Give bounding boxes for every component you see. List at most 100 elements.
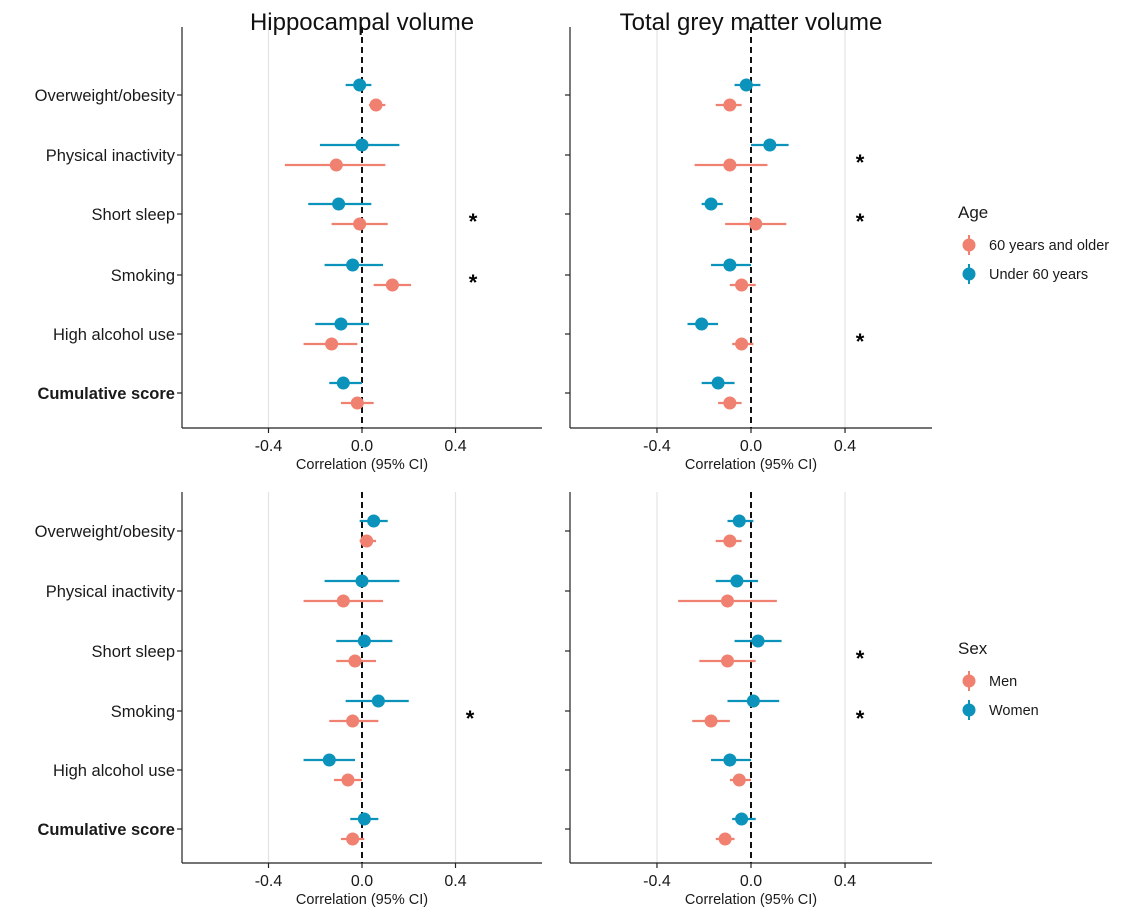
legend-item-label: 60 years and older [989,238,1109,254]
panel-1: -0.4 0.0 0.4 Correlation (95% CI) Hippocampa… [35,9,542,473]
category-label: Overweight/obesity [35,523,176,541]
point-estimate [735,812,749,826]
point-estimate [369,98,383,112]
point-estimate [332,197,346,211]
category-label: Physical inactivity [46,583,176,601]
point-estimate [720,594,734,608]
point-estimate [355,574,369,588]
point-estimate [367,514,381,528]
legend-item-label: Men [989,674,1017,690]
point-estimate [336,376,350,390]
significance-star: * [469,270,478,295]
point-estimate [704,197,718,211]
point-estimate [322,753,336,767]
significance-star: * [856,646,865,671]
point-estimate [711,376,725,390]
point-estimate [723,534,737,548]
point-estimate [357,634,371,648]
legend-item-label: Women [989,703,1039,719]
point-estimate [346,258,360,272]
x-tick-label: -0.4 [255,873,283,890]
point-estimate [730,574,744,588]
point-estimate [355,138,369,152]
x-tick-label: 0.4 [834,438,856,455]
point-estimate [350,396,364,410]
legend-key-dot [962,703,976,717]
x-axis-title: Correlation (95% CI) [296,457,428,473]
point-estimate [334,317,348,331]
x-axis-title: Correlation (95% CI) [296,892,428,908]
x-tick-label: 0.0 [740,873,762,890]
point-estimate [353,78,367,92]
point-estimate [360,534,374,548]
point-estimate [723,158,737,172]
x-tick-label: -0.4 [255,438,283,455]
significance-star: * [466,706,475,731]
x-tick-label: 0.4 [444,873,466,890]
point-estimate [718,832,732,846]
point-estimate [723,258,737,272]
point-estimate [704,714,718,728]
point-estimate [735,337,749,351]
point-estimate [325,337,339,351]
point-estimate [371,694,385,708]
category-label: Cumulative score [37,385,175,403]
significance-star: * [856,209,865,234]
point-estimate [732,773,746,787]
significance-star: * [856,329,865,354]
point-estimate [735,278,749,292]
panel-2: -0.4 0.0 0.4 Correlation (95% CI) Total grey… [565,9,932,473]
x-axis-title: Correlation (95% CI) [685,457,817,473]
point-estimate [348,654,362,668]
x-tick-label: -0.4 [643,438,671,455]
point-estimate [746,694,760,708]
category-label: Short sleep [92,206,175,224]
point-estimate [346,714,360,728]
category-label: Short sleep [92,643,175,661]
legend-title: Sex [958,639,988,658]
point-estimate [353,217,367,231]
panel-3: -0.4 0.0 0.4 Correlation (95% CI) Overweight… [35,492,542,908]
significance-star: * [856,706,865,731]
legend-item-label: Under 60 years [989,267,1088,283]
point-estimate [732,514,746,528]
point-estimate [723,753,737,767]
category-label: High alcohol use [53,762,175,780]
panel-4: -0.4 0.0 0.4 Correlation (95% CI) * * [565,492,932,908]
x-tick-label: 0.4 [444,438,466,455]
significance-star: * [856,150,865,175]
point-estimate [763,138,777,152]
point-estimate [341,773,355,787]
x-tick-label: 0.0 [351,873,373,890]
point-estimate [739,78,753,92]
point-estimate [336,594,350,608]
point-estimate [749,217,763,231]
category-label: Cumulative score [37,821,175,839]
point-estimate [723,98,737,112]
point-estimate [346,832,360,846]
x-tick-label: 0.4 [834,873,856,890]
x-tick-label: 0.0 [351,438,373,455]
category-label: Smoking [111,703,175,721]
legend-title: Age [958,203,988,222]
legend-key-dot [962,238,976,252]
point-estimate [720,654,734,668]
category-label: Overweight/obesity [35,87,176,105]
column-title: Total grey matter volume [620,9,883,36]
legend-key-dot [962,267,976,281]
point-estimate [695,317,709,331]
point-estimate [723,396,737,410]
point-estimate [329,158,343,172]
point-estimate [385,278,399,292]
point-estimate [357,812,371,826]
significance-star: * [469,209,478,234]
x-tick-label: -0.4 [643,873,671,890]
x-axis-title: Correlation (95% CI) [685,892,817,908]
x-tick-label: 0.0 [740,438,762,455]
category-label: Smoking [111,267,175,285]
legend-key-dot [962,674,976,688]
